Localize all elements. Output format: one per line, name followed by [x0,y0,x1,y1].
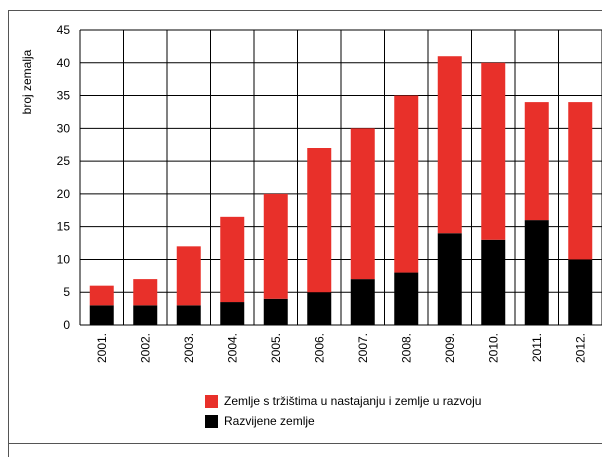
x-tick-label: 2009. [443,333,457,363]
bar-segment-developed [176,305,201,325]
bar-segment-developed [568,259,593,325]
grid-lines [79,29,602,326]
legend: Zemlje s tržištima u nastajanju i zemlje… [205,391,481,431]
y-tick-labels: 0 5 10 15 20 25 30 35 40 45 [57,23,71,332]
x-tick-label: 2003. [182,333,196,363]
legend-label-emerging: Zemlje s tržištima u nastajanju i zemlje… [224,394,482,408]
bar-segment-developed [133,305,158,325]
bar-segment-emerging [176,246,201,306]
x-tick-label: 2010. [486,333,500,363]
bar-segment-developed [394,272,419,325]
bar-segment-emerging [568,102,593,260]
bar-segment-emerging [133,279,158,306]
bar-segment-emerging [481,62,506,240]
x-tick-label: 2002. [138,333,152,363]
y-tick-label: 20 [57,187,71,201]
bar-segment-developed [220,302,245,325]
bar-segment-developed [437,233,462,325]
bars [89,56,593,325]
legend-swatch-developed [205,414,218,428]
legend-swatch-emerging [205,394,218,408]
bar-segment-emerging [89,285,114,306]
y-tick-label: 25 [57,154,71,168]
bar-segment-emerging [524,102,549,221]
bar-segment-developed [307,292,332,325]
frame-top-rule [8,10,602,11]
bar-segment-developed [350,279,375,325]
x-tick-label: 2007. [356,333,370,363]
bar-segment-emerging [307,148,332,293]
y-tick-label: 5 [63,285,70,299]
x-tick-label: 2004. [225,333,239,363]
y-tick-label: 35 [57,89,71,103]
bar-segment-emerging [220,216,245,303]
x-tick-label: 2011. [530,333,544,362]
legend-item-developed: Razvijene zemlje [205,411,481,431]
bar-segment-emerging [350,128,375,280]
x-tick-label: 2012. [573,333,587,363]
y-tick-label: 45 [57,23,71,37]
bar-segment-developed [481,239,506,325]
frame-bottom-rule [8,443,602,444]
y-tick-label: 10 [57,252,71,266]
x-tick-label: 2005. [269,333,283,363]
y-tick-label: 0 [63,318,70,332]
bar-segment-developed [263,298,288,325]
x-tick-label: 2008. [399,333,413,363]
bar-segment-emerging [394,95,419,273]
bar-segment-emerging [437,56,462,234]
x-tick-label: 2001. [95,333,109,363]
x-tick-labels: 2001. 2002. 2003. 2004. 2005. 2006. 2007. 2008.… [95,333,588,363]
y-tick-label: 15 [57,220,71,234]
y-tick-label: 30 [57,121,71,135]
legend-label-developed: Razvijene zemlje [224,414,315,428]
frame-left-rule [8,10,9,457]
bar-segment-developed [89,305,114,325]
x-tick-label: 2006. [312,333,326,363]
y-axis-label: broj zemalja [20,49,34,114]
bar-segment-emerging [263,193,288,299]
legend-item-emerging: Zemlje s tržištima u nastajanju i zemlje… [205,391,481,411]
bar-segment-developed [524,220,549,325]
y-tick-label: 40 [57,56,71,70]
